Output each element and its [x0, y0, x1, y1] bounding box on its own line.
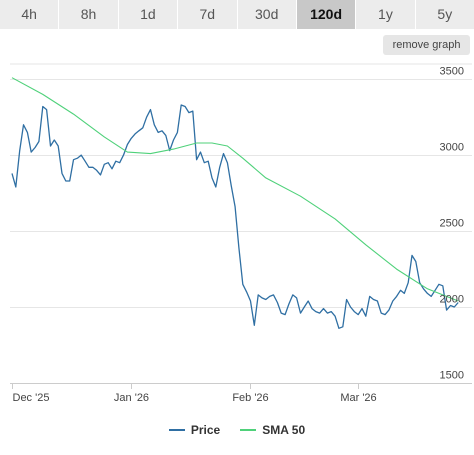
remove-graph-button[interactable]: remove graph — [383, 35, 470, 55]
chart-axes — [10, 383, 472, 389]
tab-30d[interactable]: 30d — [237, 0, 297, 29]
tab-4h[interactable]: 4h — [0, 0, 60, 29]
legend-label-price: Price — [190, 423, 221, 437]
tab-120d[interactable]: 120d — [296, 0, 357, 29]
x-tick-label-0: Dec '25 — [13, 392, 50, 404]
y-tick-label-2000: 2000 — [440, 294, 464, 306]
tab-8h[interactable]: 8h — [59, 0, 119, 29]
legend-swatch-price — [168, 429, 185, 431]
chart-gridlines — [10, 63, 472, 308]
legend-label-sma: SMA 50 — [262, 423, 306, 437]
series-line-sma-50 — [11, 77, 459, 302]
x-tick-label-2: Feb '26 — [232, 392, 268, 404]
y-tick-label-3500: 3500 — [440, 66, 464, 78]
tab-1d[interactable]: 1d — [118, 0, 179, 29]
chart-tick-labels: 1500 2000 2500 3000 3500 Dec '25 Jan '26 Feb '2… — [13, 66, 465, 405]
tab-1y[interactable]: 1y — [356, 0, 416, 29]
legend-swatch-sma — [240, 429, 257, 431]
tab-7d[interactable]: 7d — [178, 0, 238, 29]
series-line-price — [11, 104, 459, 329]
chart-series — [11, 77, 459, 329]
y-tick-label-2500: 2500 — [440, 218, 464, 230]
time-range-tabs: 4h 8h 1d 7d 30d 120d 1y 5y — [0, 0, 474, 29]
x-tick-label-3: Mar '26 — [340, 392, 376, 404]
x-tick-label-1: Jan '26 — [114, 392, 149, 404]
y-tick-label-1500: 1500 — [440, 370, 464, 382]
tab-5y[interactable]: 5y — [415, 0, 474, 29]
y-tick-label-3000: 3000 — [440, 142, 464, 154]
legend-item-sma[interactable]: SMA 50 — [240, 423, 305, 437]
legend-item-price[interactable]: Price — [168, 423, 221, 437]
chart-legend: Price SMA 50 — [0, 420, 474, 440]
